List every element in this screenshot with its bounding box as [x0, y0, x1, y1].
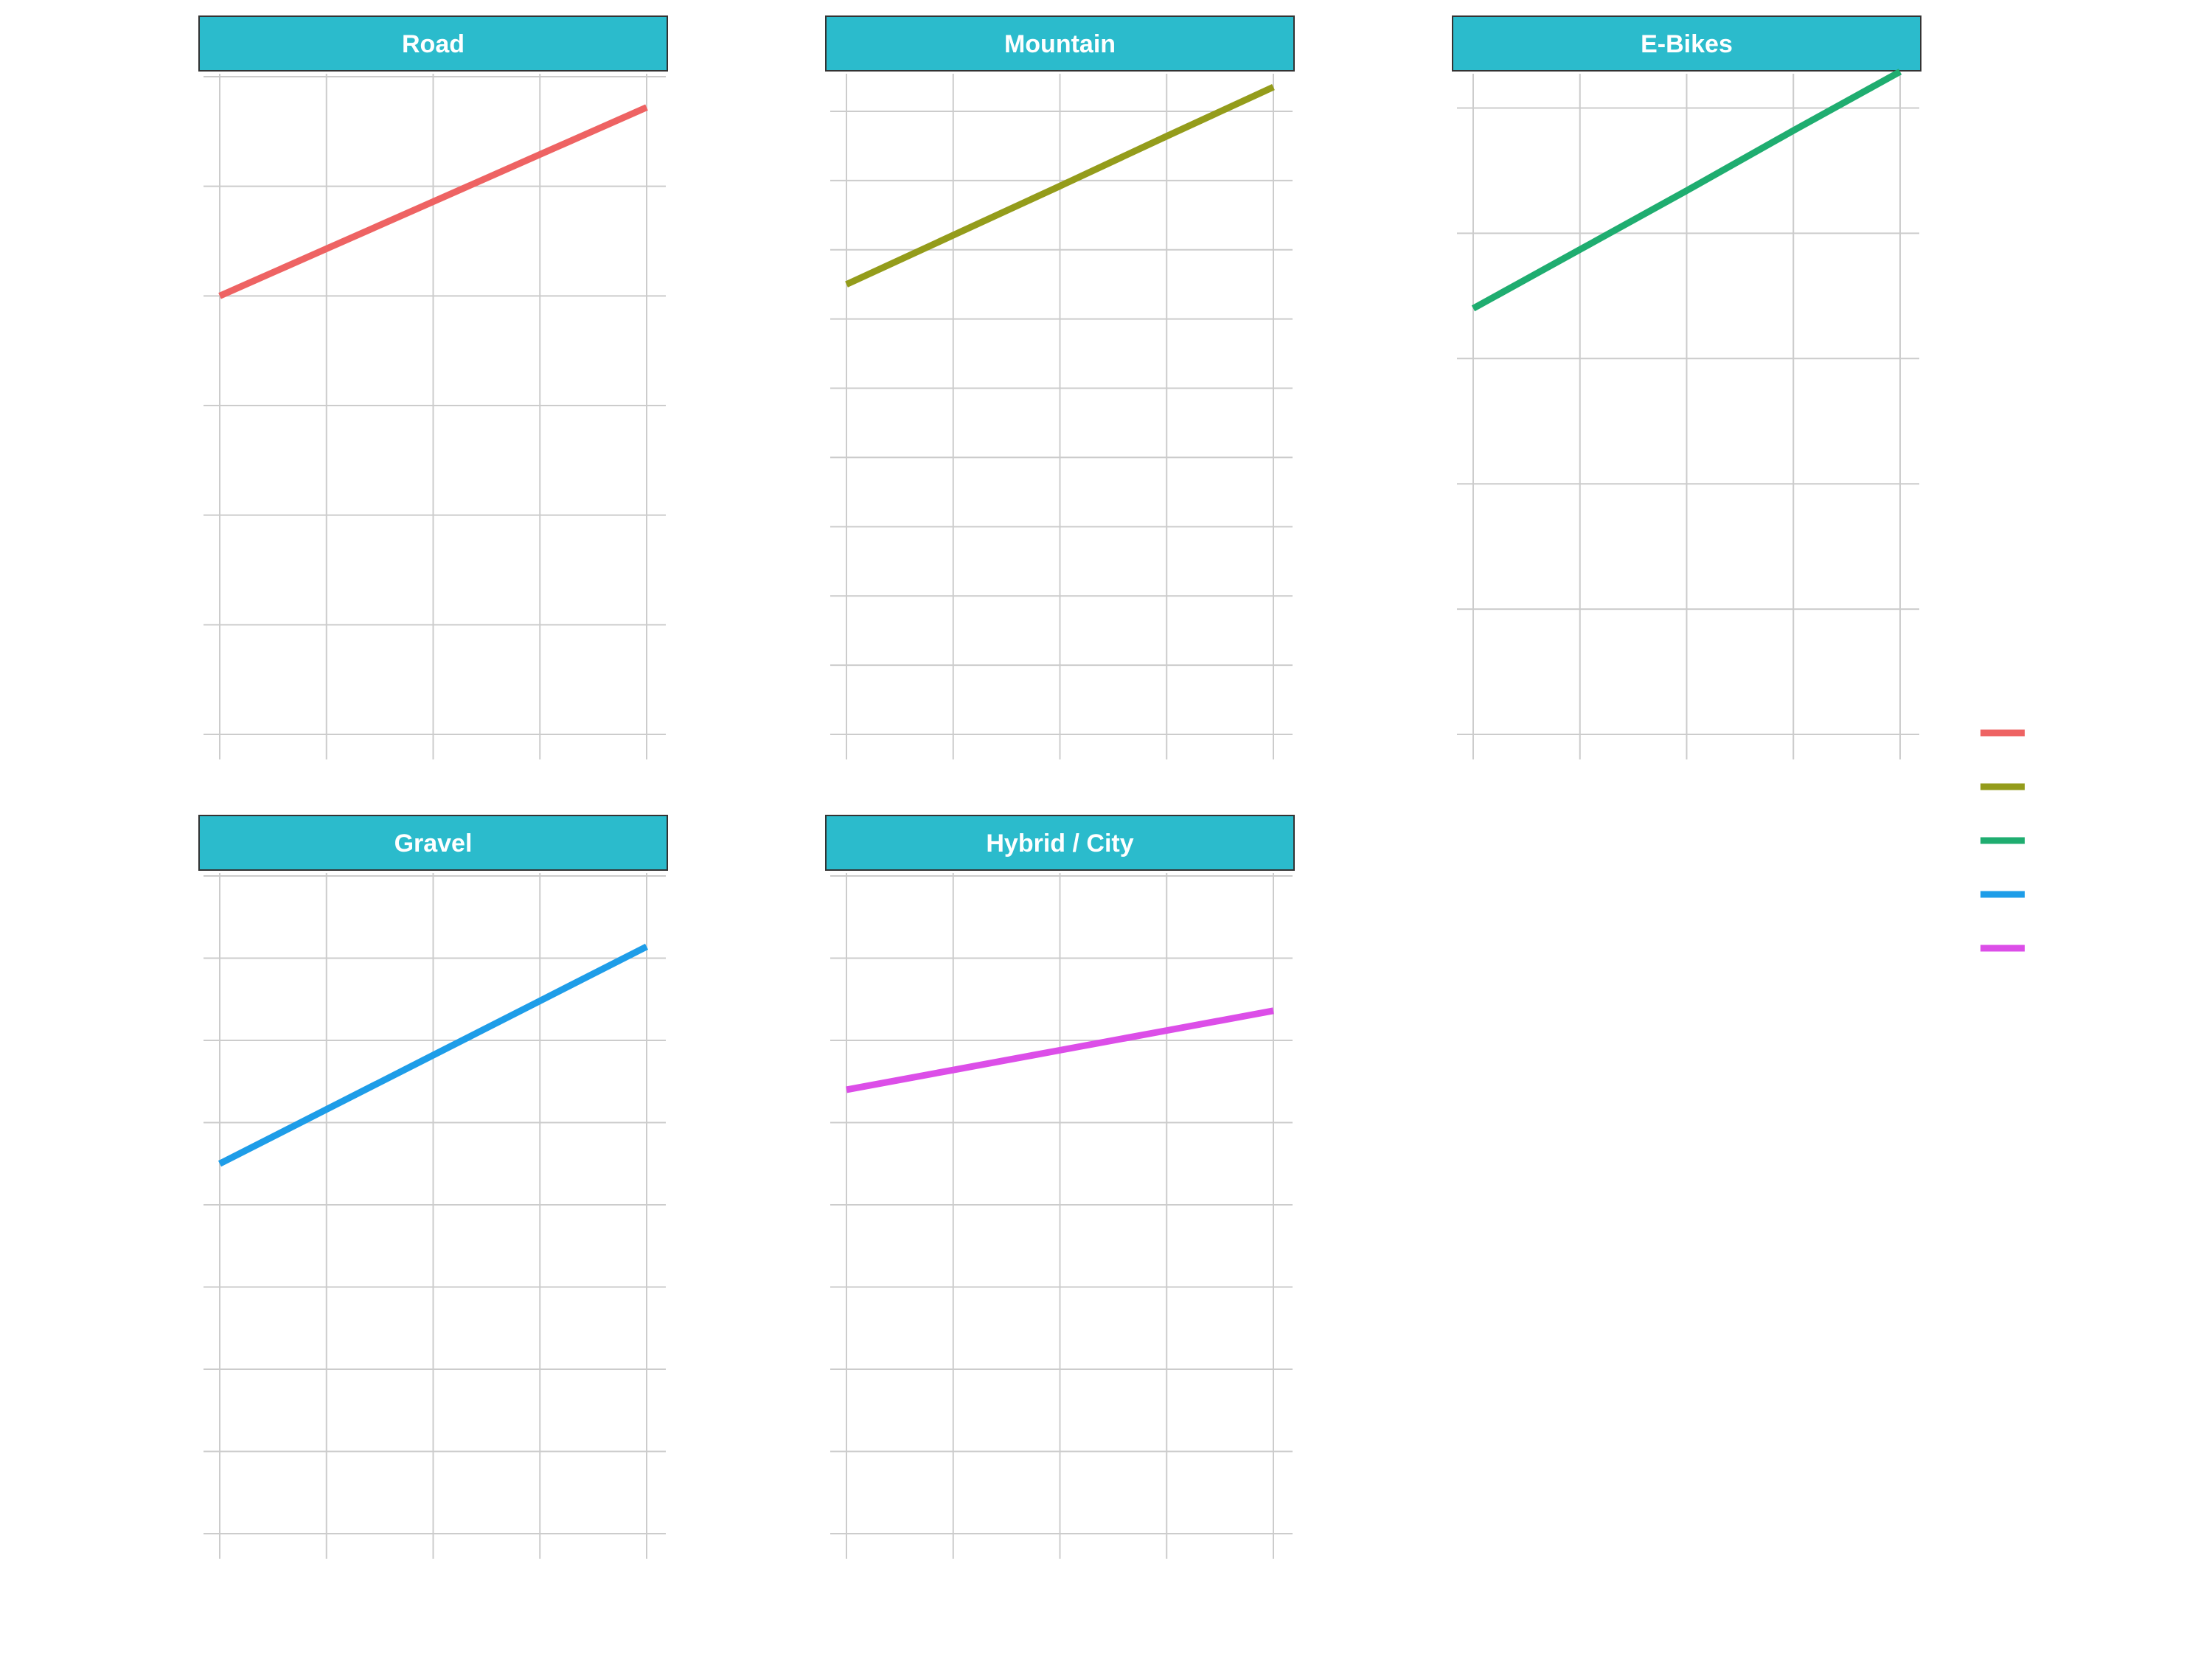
facet-strip	[825, 15, 1295, 72]
series-line	[218, 104, 648, 299]
series-line	[845, 83, 1275, 288]
facet-panel-1: Road	[198, 15, 668, 759]
facet-title: Mountain	[1004, 30, 1116, 58]
facet-title: Road	[402, 30, 465, 58]
series-line	[1471, 69, 1902, 312]
facet-strip	[1452, 15, 1921, 72]
facet-strip	[198, 15, 668, 72]
series-line	[846, 1007, 1274, 1093]
facet-panel-3: E-Bikes	[1452, 15, 1921, 759]
facet-title: Hybrid / City	[986, 830, 1133, 858]
facet-title: Gravel	[394, 830, 473, 858]
facet-strip	[825, 815, 1295, 871]
facet-panel-2: Mountain	[825, 15, 1295, 759]
facet-panels: Road Mountain E-Bikes Gravel Hybrid / City	[198, 15, 1921, 1559]
facet-panel-4: Gravel	[198, 815, 668, 1559]
series-line	[218, 943, 649, 1167]
facet-strip	[198, 815, 668, 871]
legend	[1980, 729, 2025, 952]
facet-title: E-Bikes	[1641, 30, 1733, 58]
facet-panel-5: Hybrid / City	[825, 815, 1295, 1559]
